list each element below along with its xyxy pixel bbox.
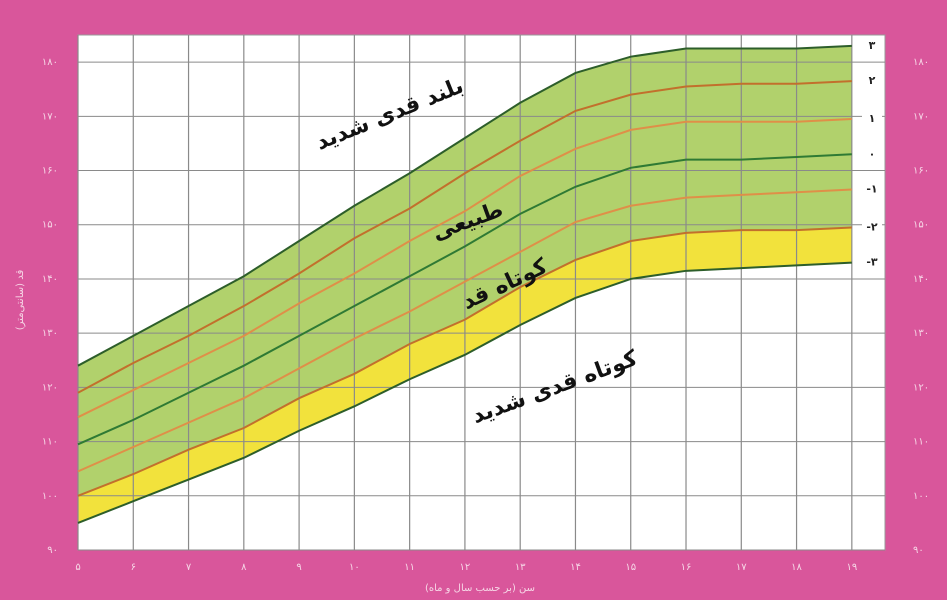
series-label: -۱ xyxy=(866,183,877,196)
x-tick-label: ۱۸ xyxy=(791,562,802,573)
series-label: ۰ xyxy=(869,147,876,160)
y-tick-label: ۱۶۰ xyxy=(42,166,58,177)
series-line xyxy=(77,188,852,473)
x-tick-label: ۱۴ xyxy=(570,562,581,573)
x-tick-label: ۱۵ xyxy=(625,562,636,573)
y-tick-label-right: ۱۶۰ xyxy=(913,166,929,177)
series-label: ۱ xyxy=(869,112,876,125)
x-tick-label: ۷ xyxy=(186,562,192,573)
series-label: -۳ xyxy=(866,256,878,269)
series-label: ۳ xyxy=(869,39,876,52)
y-tick-label: ۱۲۰ xyxy=(42,382,58,393)
y-tick-label: ۱۳۰ xyxy=(42,328,58,339)
y-tick-label: ۱۸۰ xyxy=(42,57,58,68)
x-tick-label: ۱۲ xyxy=(460,562,471,573)
x-tick-label: ۱۶ xyxy=(681,562,692,573)
series-label-box xyxy=(862,74,882,89)
series-line xyxy=(77,153,852,446)
y-tick-label-right: ۱۲۰ xyxy=(913,382,929,393)
series-label: ۲ xyxy=(869,74,876,87)
series-label-box xyxy=(862,112,882,127)
y-tick-label-right: ۱۰۰ xyxy=(913,491,929,502)
series-label-box xyxy=(862,38,882,53)
series-line xyxy=(77,80,852,394)
series-line xyxy=(77,118,852,419)
series-label-box xyxy=(862,220,882,235)
x-tick-label: ۱۱ xyxy=(404,562,415,573)
y-tick-label: ۹۰ xyxy=(47,545,58,556)
series-line xyxy=(77,261,852,524)
x-tick-label: ۱۹ xyxy=(846,562,857,573)
y-tick-label-right: ۹۰ xyxy=(913,545,924,556)
series-label: -۲ xyxy=(866,220,878,233)
x-tick-label: ۶ xyxy=(131,562,136,573)
y-tick-label-right: ۱۱۰ xyxy=(913,437,929,448)
y-tick-label-right: ۱۸۰ xyxy=(913,57,929,68)
y-tick-label-right: ۱۴۰ xyxy=(913,274,929,285)
x-axis-title: سن (بر حسب سال و ماه) xyxy=(425,583,535,594)
y-tick-label: ۱۷۰ xyxy=(42,111,58,122)
y-tick-label: ۱۱۰ xyxy=(42,437,58,448)
y-tick-label: ۱۴۰ xyxy=(42,274,58,285)
x-tick-label: ۱۷ xyxy=(736,562,747,573)
band-short xyxy=(78,227,852,523)
y-tick-label-right: ۱۳۰ xyxy=(913,328,929,339)
x-tick-label: ۹ xyxy=(296,562,301,573)
series-label-box xyxy=(862,255,882,270)
x-tick-label: ۸ xyxy=(241,562,247,573)
y-tick-label: ۱۵۰ xyxy=(42,220,58,231)
y-tick-label-right: ۱۵۰ xyxy=(913,220,929,231)
series-line xyxy=(77,44,852,367)
y-tick-label: ۱۰۰ xyxy=(42,491,58,502)
series-line xyxy=(77,226,852,497)
x-tick-label: ۱۳ xyxy=(515,562,526,573)
series-label-box xyxy=(862,182,882,197)
y-tick-label-right: ۱۷۰ xyxy=(913,111,929,122)
y-axis-title: قد (سانتی‌متر) xyxy=(15,270,26,331)
x-tick-label: ۱۰ xyxy=(349,562,360,573)
series-label-box xyxy=(862,147,882,162)
x-tick-label: ۵ xyxy=(75,562,80,573)
